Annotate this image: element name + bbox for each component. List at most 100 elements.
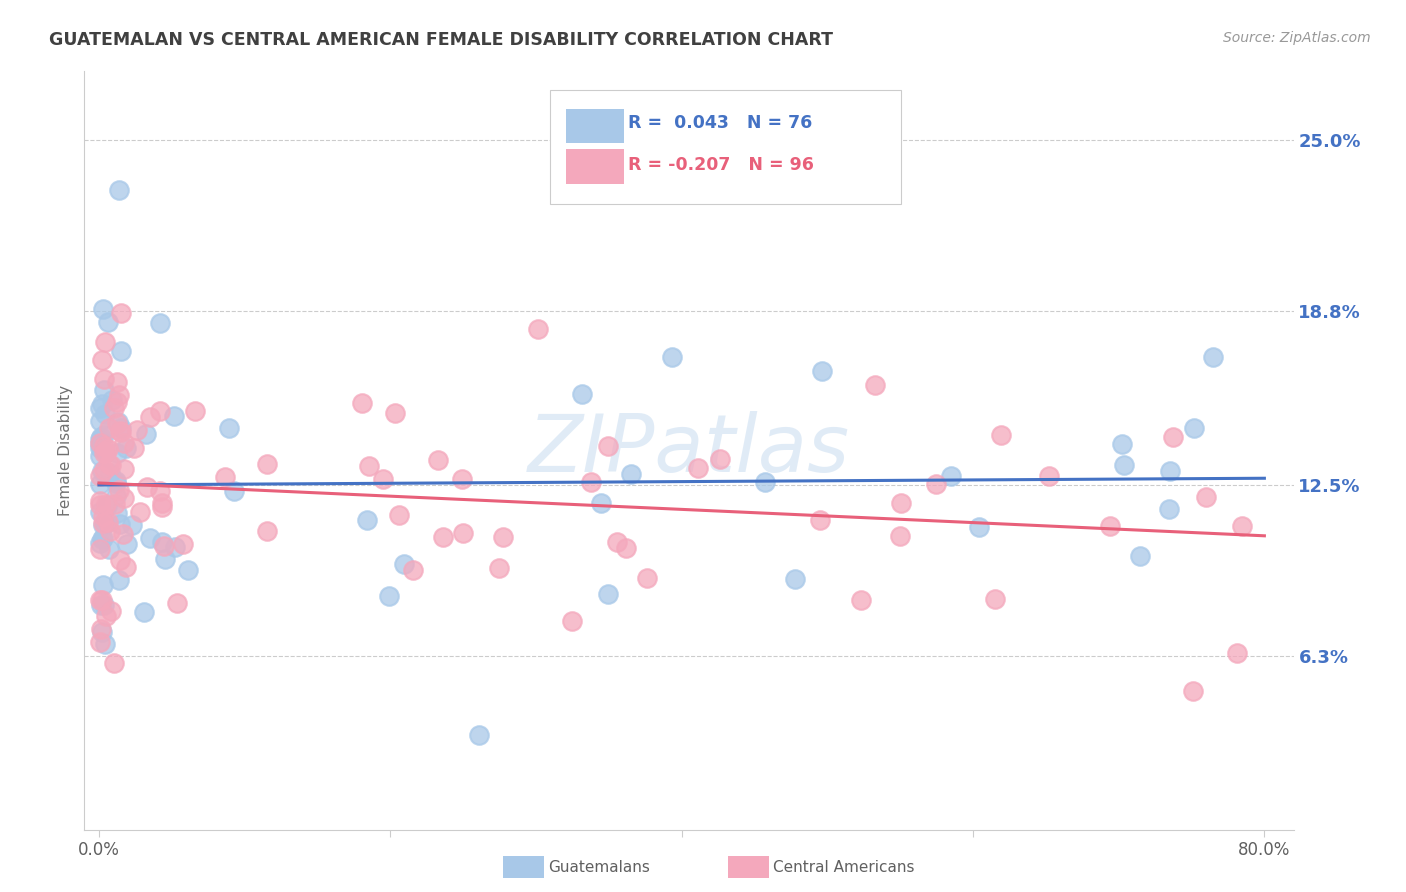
Point: [94, 335, 117, 350]
Point: [392, 558, 415, 572]
FancyBboxPatch shape: [565, 150, 624, 184]
Point: [990, 427, 1012, 442]
Point: [686, 460, 709, 475]
Point: [105, 446, 128, 460]
Point: [117, 537, 139, 551]
Point: [89, 505, 111, 519]
Point: [218, 421, 240, 435]
Point: [107, 415, 129, 429]
Point: [1232, 518, 1254, 533]
Point: [97, 541, 120, 556]
Point: [89, 435, 111, 450]
Point: [93, 428, 115, 442]
Point: [91, 508, 114, 523]
Point: [526, 322, 548, 336]
Point: [89, 635, 111, 649]
Point: [941, 468, 963, 483]
Point: [108, 483, 131, 497]
Point: [97, 442, 120, 457]
Point: [783, 572, 806, 586]
Point: [620, 467, 643, 481]
Point: [105, 395, 128, 409]
Point: [121, 517, 143, 532]
Point: [105, 490, 128, 504]
Point: [93, 439, 115, 453]
Point: [100, 604, 122, 618]
Point: [98, 466, 121, 480]
Point: [89, 450, 111, 464]
Point: [606, 535, 628, 549]
Point: [166, 596, 188, 610]
Point: [222, 484, 245, 499]
Point: [89, 436, 111, 450]
Point: [103, 401, 125, 416]
Point: [108, 183, 131, 197]
Point: [94, 444, 117, 458]
Point: [581, 475, 603, 490]
Point: [89, 592, 111, 607]
Point: [984, 591, 1007, 606]
Point: [1182, 421, 1205, 435]
Point: [427, 453, 450, 467]
Point: [468, 728, 491, 742]
Point: [110, 421, 132, 435]
Point: [863, 378, 886, 392]
Point: [1202, 350, 1225, 364]
Point: [107, 388, 129, 402]
Point: [110, 425, 132, 439]
Point: [165, 540, 187, 554]
Point: [114, 462, 136, 476]
Point: [488, 560, 510, 574]
Point: [89, 498, 111, 512]
Point: [122, 441, 145, 455]
Point: [100, 524, 122, 538]
Point: [91, 532, 114, 546]
Point: [93, 372, 115, 386]
Y-axis label: Female Disability: Female Disability: [58, 384, 73, 516]
Point: [94, 637, 117, 651]
Point: [1159, 464, 1181, 478]
Point: [1111, 437, 1133, 451]
Point: [89, 401, 111, 415]
Point: [350, 396, 373, 410]
Point: [105, 507, 128, 521]
Text: R =  0.043   N = 76: R = 0.043 N = 76: [628, 114, 813, 132]
Point: [153, 539, 176, 553]
Text: GUATEMALAN VS CENTRAL AMERICAN FEMALE DISABILITY CORRELATION CHART: GUATEMALAN VS CENTRAL AMERICAN FEMALE DI…: [49, 31, 834, 49]
Point: [91, 593, 114, 607]
Point: [129, 505, 152, 519]
Point: [451, 473, 474, 487]
Point: [91, 624, 114, 639]
Point: [925, 477, 948, 491]
Point: [149, 317, 172, 331]
Point: [150, 534, 173, 549]
Point: [91, 516, 114, 530]
Point: [96, 499, 118, 513]
Point: [1226, 646, 1249, 660]
Point: [115, 559, 138, 574]
Point: [90, 622, 112, 636]
Point: [1182, 684, 1205, 698]
Point: [89, 432, 111, 446]
Point: [388, 508, 411, 522]
Point: [851, 593, 873, 607]
Point: [90, 353, 112, 368]
Point: [561, 614, 583, 628]
Text: Guatemalans: Guatemalans: [548, 860, 650, 874]
Point: [153, 551, 176, 566]
Point: [108, 424, 131, 438]
Point: [96, 609, 118, 624]
Point: [598, 587, 620, 601]
Point: [1098, 519, 1121, 533]
Point: [401, 564, 423, 578]
Point: [90, 598, 112, 612]
Text: Central Americans: Central Americans: [773, 860, 915, 874]
Point: [112, 435, 135, 450]
Point: [150, 496, 173, 510]
Point: [371, 472, 394, 486]
Point: [135, 480, 157, 494]
Point: [112, 491, 135, 506]
FancyBboxPatch shape: [565, 110, 624, 144]
Point: [93, 463, 115, 477]
Point: [89, 536, 111, 550]
